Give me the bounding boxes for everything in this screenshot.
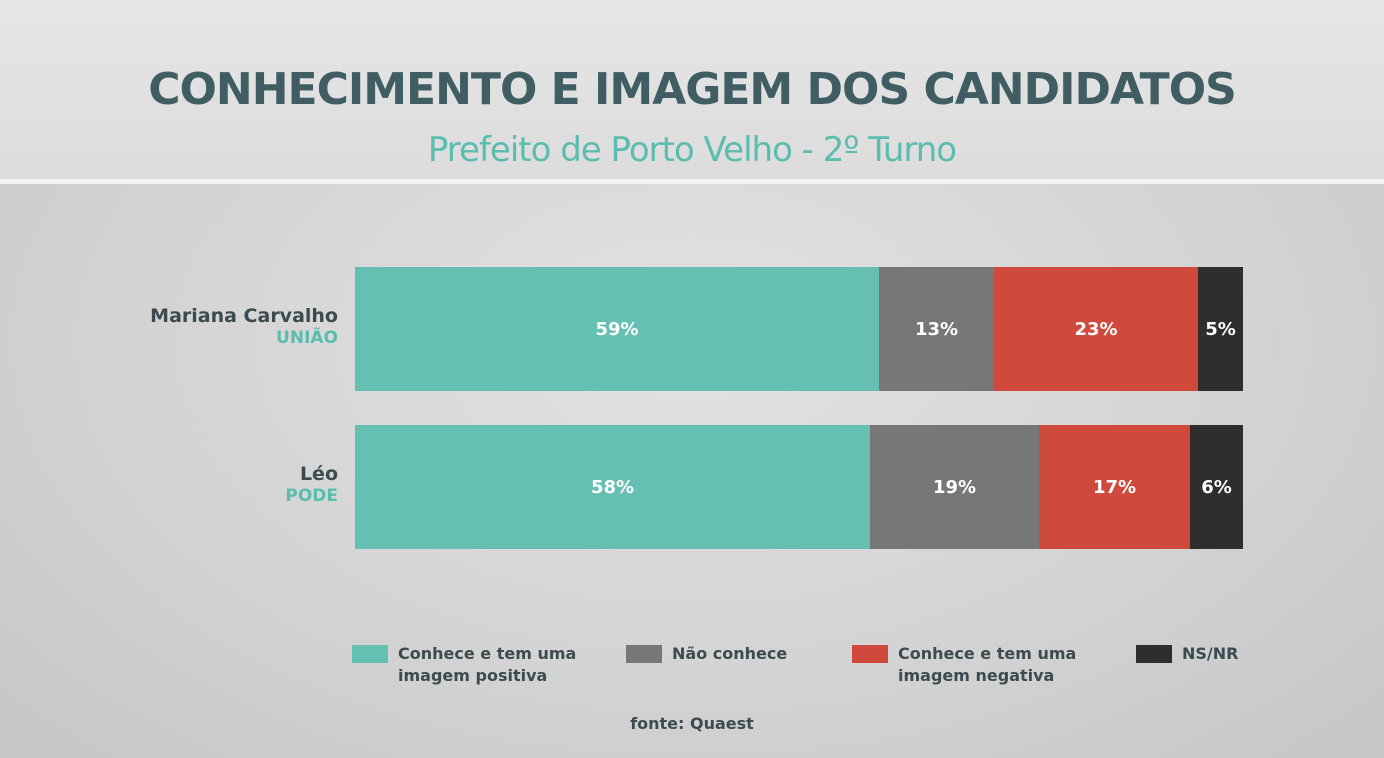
chart-subtitle: Prefeito de Porto Velho - 2º Turno — [427, 130, 957, 170]
bar-row: 59% 13% 23% 5% — [355, 267, 1243, 391]
header-divider — [0, 179, 1384, 184]
data-label: 58% — [590, 476, 635, 498]
legend-item: Conhece e tem uma imagem negativa — [852, 644, 1077, 687]
candidate-name: Léo — [299, 463, 338, 485]
legend-swatch — [1136, 645, 1172, 663]
chart-title: CONHECIMENTO E IMAGEM DOS CANDIDATOS — [148, 64, 1237, 115]
bar-segment: 59% — [355, 267, 879, 391]
legend-item: Não conhece — [626, 644, 788, 665]
data-label: 17% — [1092, 476, 1137, 498]
candidate-name: Mariana Carvalho — [150, 305, 338, 327]
legend-label: NS/NR — [1182, 644, 1239, 663]
candidate-party: UNIÃO — [276, 328, 338, 348]
legend-item: NS/NR — [1136, 644, 1239, 665]
legend-label: Conhece e tem uma imagem positiva — [398, 644, 577, 685]
data-label: 19% — [932, 476, 977, 498]
legend-swatch — [626, 645, 662, 663]
legend-label: Não conhece — [672, 644, 788, 663]
data-label: 13% — [914, 318, 959, 340]
legend-item: Conhece e tem uma imagem positiva — [352, 644, 577, 687]
source-note: fonte: Quaest — [630, 714, 754, 733]
data-label: 59% — [595, 318, 639, 340]
bar-segment: 23% — [994, 267, 1198, 391]
bar-row: 58% 19% 17% 6% — [355, 425, 1243, 549]
legend-swatch — [352, 645, 388, 663]
bar-segment: 19% — [870, 425, 1039, 549]
data-label: 6% — [1201, 476, 1232, 498]
header-band — [0, 0, 1384, 180]
data-label: 23% — [1074, 318, 1118, 340]
legend-swatch — [852, 645, 888, 663]
bar-segment: 6% — [1190, 425, 1243, 549]
bar-segment: 5% — [1198, 267, 1243, 391]
bar-segment: 13% — [879, 267, 994, 391]
bar-segment: 17% — [1039, 425, 1190, 549]
candidate-party: PODE — [285, 486, 338, 506]
legend-label: Conhece e tem uma imagem negativa — [898, 644, 1077, 685]
bar-segment: 58% — [355, 425, 870, 549]
data-label: 5% — [1205, 318, 1236, 340]
